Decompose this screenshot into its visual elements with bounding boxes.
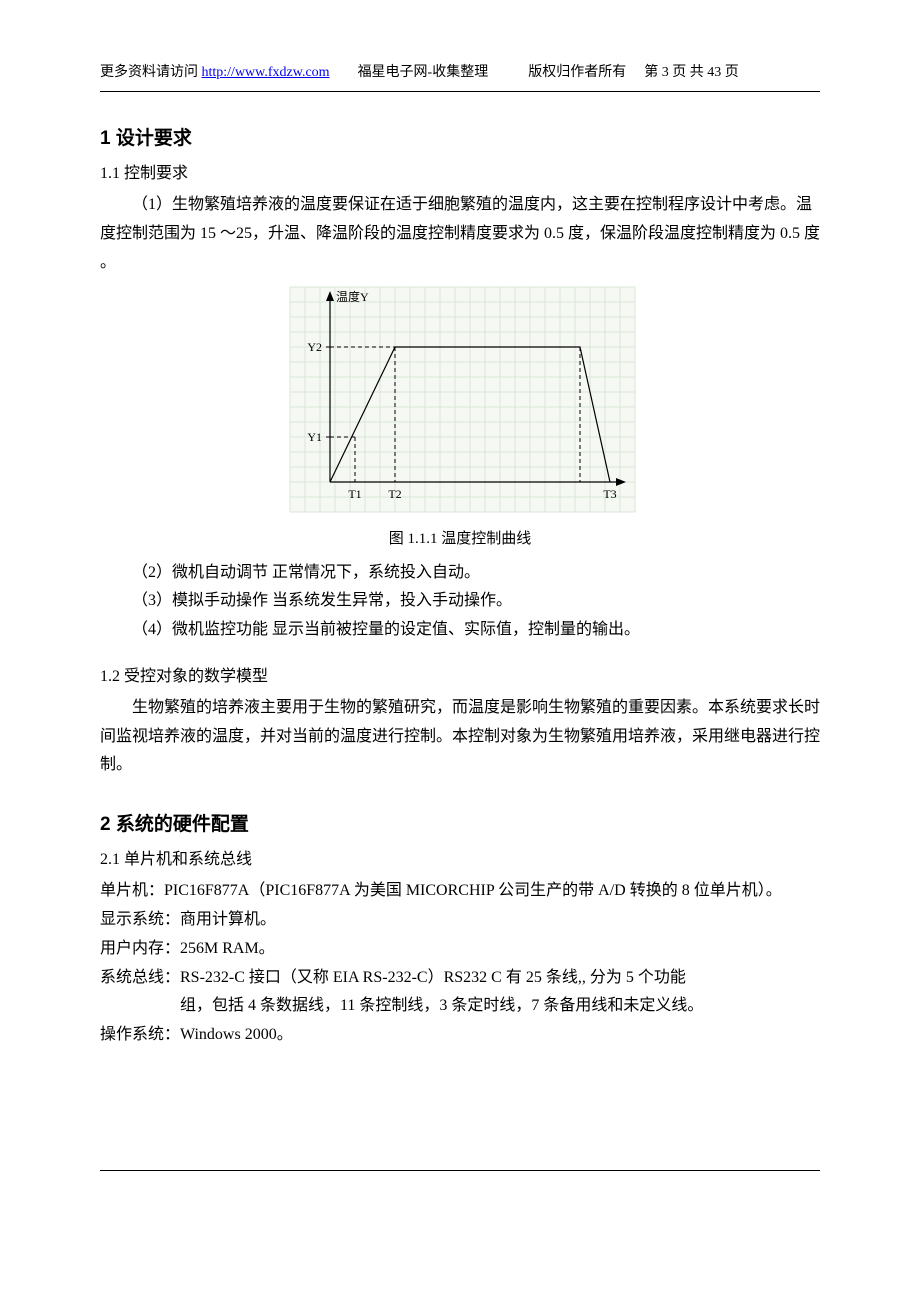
section-1-2-title: 1.2 受控对象的数学模型	[100, 663, 820, 692]
svg-text:T3: T3	[603, 487, 616, 501]
svg-text:温度Y: 温度Y	[336, 289, 369, 304]
spec-ram: 用户内存：256M RAM。	[100, 935, 820, 964]
chart-caption: 图 1.1.1 温度控制曲线	[100, 526, 820, 553]
section-1-1-title: 1.1 控制要求	[100, 160, 820, 189]
paragraph-4: （4）微机监控功能 显示当前被控量的设定值、实际值，控制量的输出。	[100, 616, 820, 645]
spec-os: 操作系统：Windows 2000。	[100, 1021, 820, 1050]
header-rights: 版权归作者所有	[528, 60, 626, 85]
section-2-1-title: 2.1 单片机和系统总线	[100, 846, 820, 875]
paragraph-2: （2）微机自动调节 正常情况下，系统投入自动。	[100, 559, 820, 588]
header-prefix-text: 更多资料请访问	[100, 65, 202, 80]
page-footer-rule	[100, 1170, 820, 1171]
section-2-title: 2 系统的硬件配置	[100, 808, 820, 842]
spec-display: 显示系统：商用计算机。	[100, 906, 820, 935]
header-link[interactable]: http://www.fxdzw.com	[202, 65, 330, 80]
spec-bus-a: 系统总线：RS-232-C 接口（又称 EIA RS-232-C）RS232 C…	[100, 964, 820, 993]
header-site: 福星电子网-收集整理	[358, 60, 489, 85]
paragraph-5: 生物繁殖的培养液主要用于生物的繁殖研究，而温度是影响生物繁殖的重要因素。本系统要…	[100, 694, 820, 780]
spec-mcu: 单片机：PIC16F877A（PIC16F877A 为美国 MICORCHIP …	[100, 877, 820, 906]
paragraph-1: （1）生物繁殖培养液的温度要保证在适于细胞繁殖的温度内，这主要在控制程序设计中考…	[100, 191, 820, 277]
chart-svg: 温度Y Y1 Y2 T1 T2 T3	[280, 282, 640, 522]
svg-text:T2: T2	[388, 487, 401, 501]
header-page-info: 第 3 页 共 43 页	[644, 60, 739, 85]
spec-bus-b: 组，包括 4 条数据线，11 条控制线，3 条定时线，7 条备用线和未定义线。	[100, 992, 820, 1021]
svg-text:Y1: Y1	[307, 430, 322, 444]
header-prefix: 更多资料请访问 http://www.fxdzw.com	[100, 60, 330, 85]
temperature-curve-chart: 温度Y Y1 Y2 T1 T2 T3	[100, 282, 820, 522]
svg-text:T1: T1	[348, 487, 361, 501]
paragraph-3: （3）模拟手动操作 当系统发生异常，投入手动操作。	[100, 587, 820, 616]
svg-text:Y2: Y2	[307, 340, 322, 354]
section-1-title: 1 设计要求	[100, 122, 820, 156]
page-header: 更多资料请访问 http://www.fxdzw.com 福星电子网-收集整理 …	[100, 60, 820, 92]
